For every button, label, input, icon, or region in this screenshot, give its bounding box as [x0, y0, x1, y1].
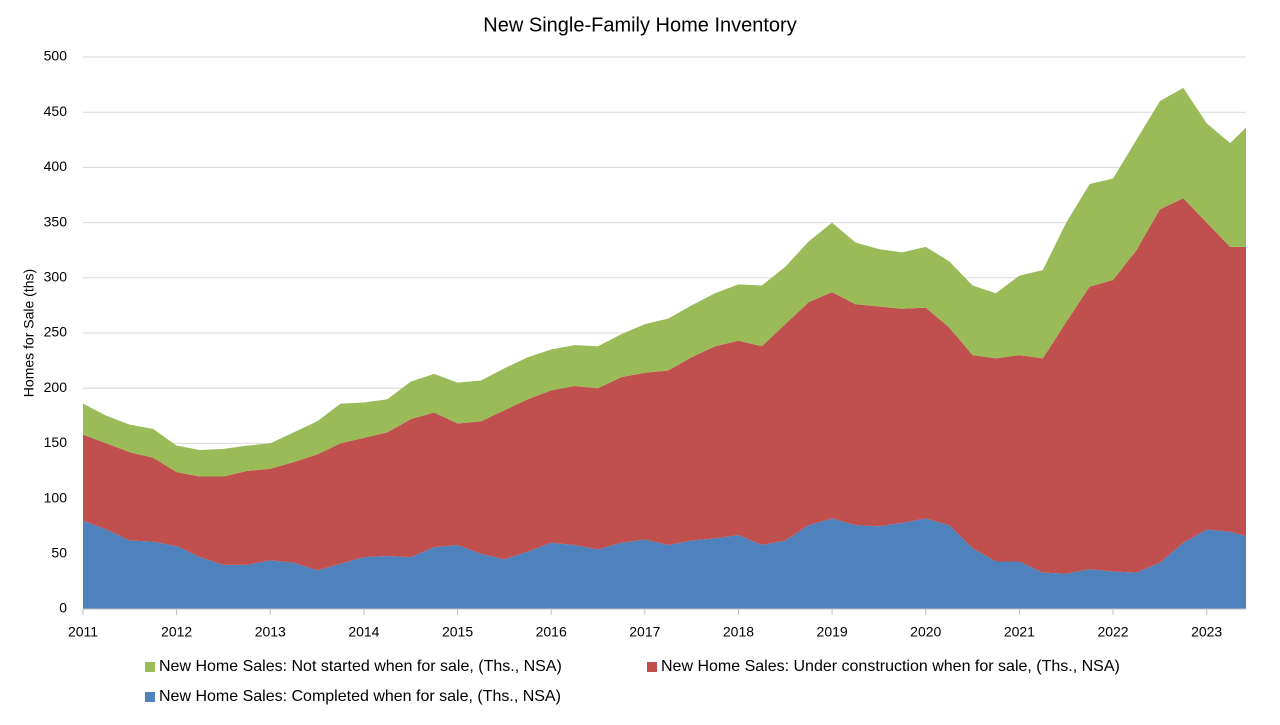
y-tick-label: 100	[44, 489, 68, 505]
legend-swatch	[145, 692, 155, 702]
y-tick-label: 150	[44, 434, 68, 450]
area	[83, 87, 1246, 477]
chart-title: New Single-Family Home Inventory	[483, 14, 796, 36]
legend-label: New Home Sales: Completed when for sale,…	[159, 688, 561, 705]
y-tick-label: 250	[44, 324, 68, 340]
legend-swatch	[145, 662, 155, 672]
y-tick-label: 400	[44, 158, 68, 174]
area	[83, 518, 1246, 609]
y-tick-label: 450	[44, 103, 68, 119]
x-tick-label: 2016	[536, 624, 567, 640]
x-tick-label: 2023	[1191, 624, 1222, 640]
x-tick-label: 2012	[161, 624, 192, 640]
y-tick-label: 500	[44, 48, 68, 64]
y-tick-label: 0	[59, 600, 67, 616]
legend-swatch	[647, 662, 657, 672]
x-tick-label: 2014	[348, 624, 379, 640]
y-tick-label: 200	[44, 379, 68, 395]
x-tick-label: 2022	[1097, 624, 1128, 640]
legend-label: New Home Sales: Not started when for sal…	[159, 658, 562, 675]
x-tick-label: 2017	[629, 624, 660, 640]
legend-label: New Home Sales: Under construction when …	[661, 658, 1120, 675]
y-tick-label: 300	[44, 269, 68, 285]
x-tick-label: 2011	[68, 624, 98, 640]
x-tick-label: 2019	[817, 624, 848, 640]
area	[83, 198, 1246, 574]
y-tick-label: 350	[44, 213, 68, 229]
y-axis-label: Homes for Sale (ths)	[21, 269, 37, 397]
x-tick-label: 2013	[255, 624, 286, 640]
x-tick-label: 2021	[1004, 624, 1035, 640]
x-tick-label: 2018	[723, 624, 754, 640]
y-tick-label: 50	[51, 545, 67, 561]
x-tick-label: 2020	[910, 624, 941, 640]
x-tick-label: 2015	[442, 624, 473, 640]
